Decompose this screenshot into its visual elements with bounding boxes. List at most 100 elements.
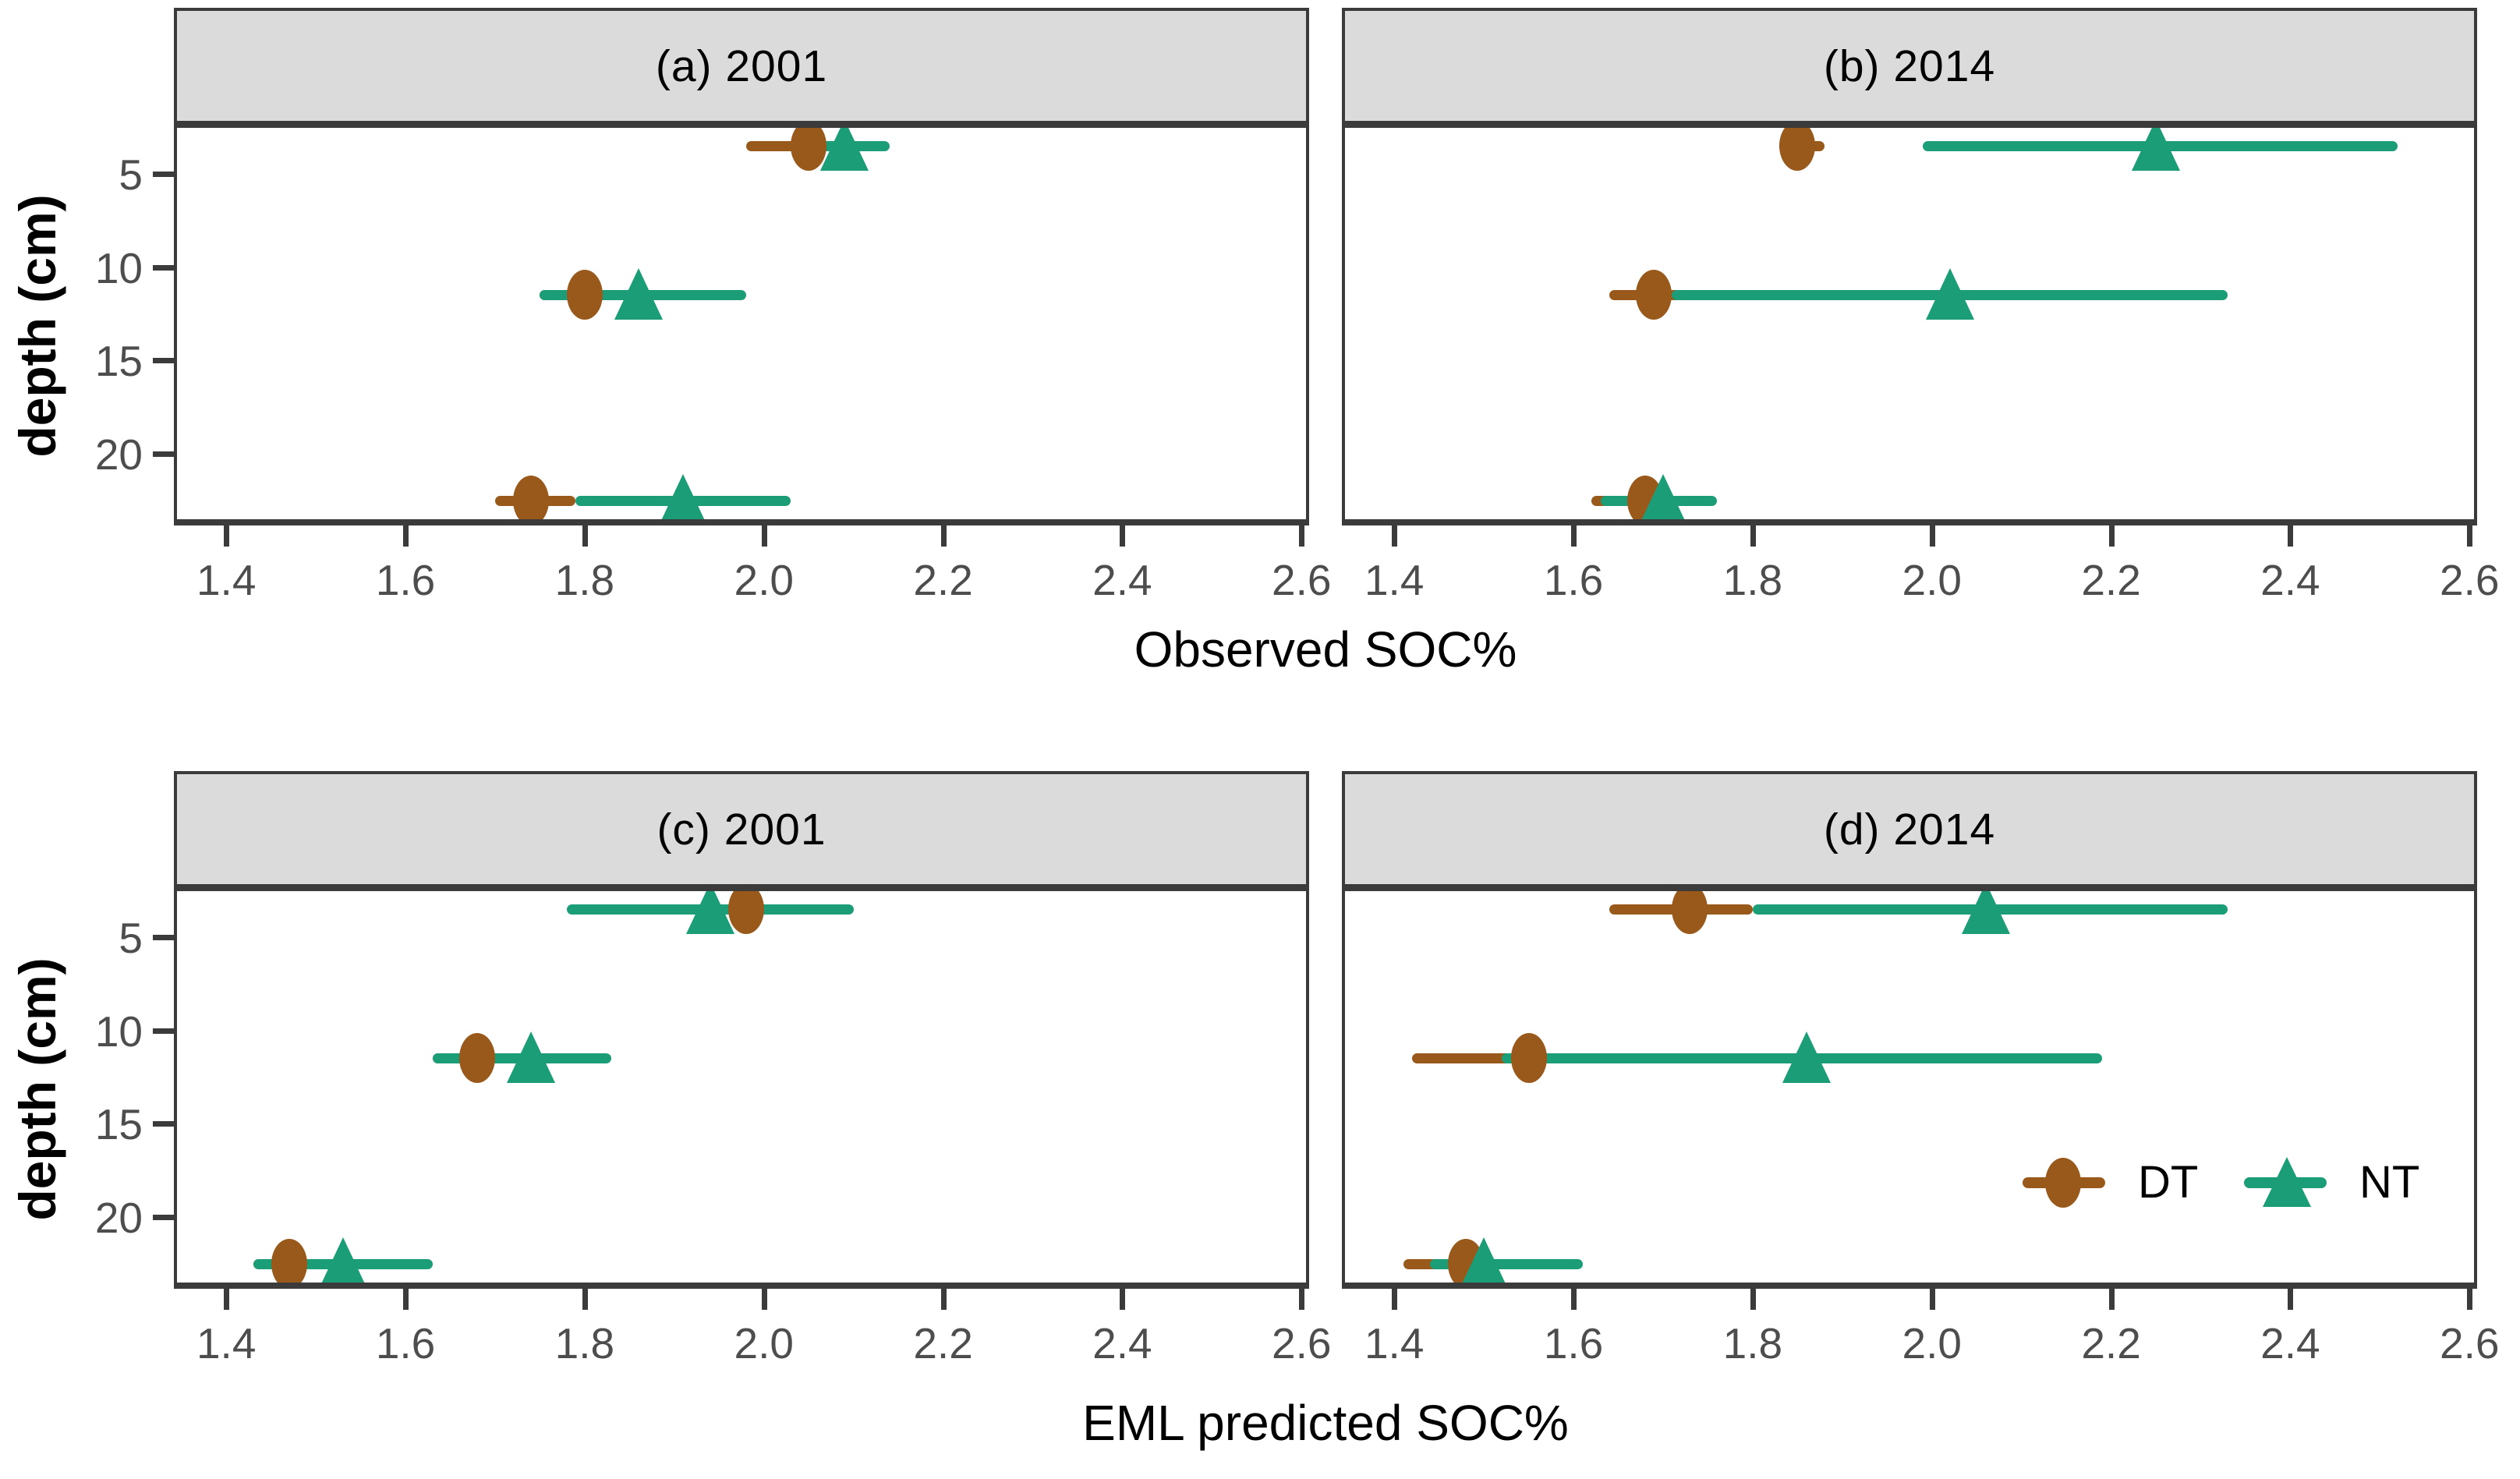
y-tick-mark: [153, 171, 174, 177]
strip-d: (d) 2014: [1345, 774, 2474, 891]
legend-nt-label: NT: [2359, 1157, 2420, 1208]
y-tick-mark: [153, 934, 174, 940]
strip-c: (c) 2001: [177, 774, 1306, 891]
y-tick-label: 20: [94, 430, 143, 479]
x-tick-mark: [2288, 1289, 2294, 1310]
legend-dt-circle-icon: [2045, 1158, 2081, 1208]
x-tick-mark: [582, 525, 588, 547]
y-tick-label: 15: [94, 1100, 143, 1149]
dt-circle-marker: [1779, 128, 1816, 171]
x-tick-mark: [1750, 525, 1756, 547]
x-tick-label: 2.2: [2081, 556, 2141, 604]
panel-c: (c) 2001: [174, 771, 1309, 1289]
dt-circle-marker: [271, 1239, 307, 1283]
x-tick-mark: [2467, 1289, 2473, 1310]
panel-a-title: (a) 2001: [655, 41, 828, 91]
dt-circle-marker: [1672, 891, 1708, 934]
x-tick-label: 2.4: [1092, 1319, 1152, 1368]
x-tick-label: 2.6: [2440, 556, 2500, 604]
x-tick-mark: [1929, 525, 1935, 547]
y-tick-label: 15: [94, 337, 143, 386]
x-tick-label: 1.6: [375, 556, 436, 604]
x-tick-mark: [1571, 525, 1577, 547]
x-tick-label: 1.4: [1364, 556, 1425, 604]
plot-area-c: [177, 891, 1306, 1283]
x-tick-mark: [1392, 1289, 1398, 1310]
x-tick-label: 2.6: [1272, 1319, 1332, 1368]
x-tick-mark: [1571, 1289, 1577, 1310]
nt-triangle-marker: [614, 268, 663, 320]
x-tick-label: 2.2: [913, 556, 973, 604]
nt-triangle-marker: [659, 474, 708, 519]
y-tick-mark: [153, 358, 174, 364]
y-tick-label: 10: [94, 1007, 143, 1056]
plot-area-b: [1345, 128, 2474, 519]
x-tick-label: 2.4: [2260, 1319, 2320, 1368]
x-tick-mark: [1299, 525, 1305, 547]
y-tick-mark: [153, 264, 174, 271]
x-tick-label: 1.8: [554, 556, 615, 604]
x-tick-mark: [2467, 525, 2473, 547]
x-tick-mark: [1929, 1289, 1935, 1310]
x-tick-mark: [403, 525, 409, 547]
y-tick-label: 10: [94, 243, 143, 292]
y-axis-title-bottom: depth (cm): [9, 957, 66, 1221]
dt-circle-marker: [512, 476, 549, 519]
x-tick-label: 2.0: [734, 556, 794, 604]
x-tick-label: 2.4: [1092, 556, 1152, 604]
y-tick-label: 20: [94, 1194, 143, 1243]
x-tick-mark: [761, 1289, 767, 1310]
x-tick-label: 1.4: [1364, 1319, 1425, 1368]
x-tick-label: 2.0: [1902, 556, 1962, 604]
nt-triangle-marker: [1782, 1031, 1831, 1084]
x-tick-label: 2.6: [2440, 1319, 2500, 1368]
nt-triangle-marker: [318, 1237, 367, 1283]
panel-d-title: (d) 2014: [1823, 804, 1996, 854]
x-tick-mark: [1392, 525, 1398, 547]
x-tick-mark: [2288, 525, 2294, 547]
y-tick-mark: [153, 451, 174, 458]
legend-nt-triangle-icon: [2263, 1157, 2311, 1207]
panel-b: (b) 2014: [1342, 8, 2477, 525]
x-tick-label: 1.6: [1543, 1319, 1604, 1368]
x-tick-mark: [940, 525, 947, 547]
y-tick-mark: [153, 1121, 174, 1127]
x-tick-mark: [940, 1289, 947, 1310]
panel-a: (a) 2001: [174, 8, 1309, 525]
y-tick-mark: [153, 1215, 174, 1221]
x-tick-label: 1.6: [375, 1319, 436, 1368]
x-tick-mark: [224, 525, 230, 547]
x-tick-label: 1.4: [196, 1319, 257, 1368]
nt-triangle-marker: [1925, 268, 1974, 320]
legend-dt-label: DT: [2138, 1157, 2199, 1208]
x-tick-mark: [761, 525, 767, 547]
dt-circle-marker: [458, 1033, 495, 1084]
x-tick-label: 1.6: [1543, 556, 1604, 604]
nt-triangle-marker: [1460, 1237, 1509, 1283]
dt-circle-marker: [1510, 1033, 1547, 1084]
nt-triangle-marker: [506, 1031, 555, 1084]
x-axis-title-bottom: EML predicted SOC%: [1082, 1395, 1569, 1451]
x-tick-label: 2.0: [1902, 1319, 1962, 1368]
x-tick-label: 2.0: [734, 1319, 794, 1368]
x-tick-label: 1.8: [1722, 556, 1783, 604]
x-axis-title-top: Observed SOC%: [1134, 621, 1517, 678]
panel-d: (d) 2014: [1342, 771, 2477, 1289]
nt-triangle-marker: [2132, 128, 2181, 171]
x-tick-label: 1.8: [1722, 1319, 1783, 1368]
y-axis-title-top: depth (cm): [9, 194, 66, 458]
plot-area-d: [1345, 891, 2474, 1283]
y-tick-label: 5: [119, 150, 143, 199]
plot-area-a: [177, 128, 1306, 519]
x-tick-mark: [2108, 1289, 2115, 1310]
x-tick-label: 1.8: [554, 1319, 615, 1368]
x-tick-mark: [403, 1289, 409, 1310]
panel-c-title: (c) 2001: [657, 804, 826, 854]
x-tick-mark: [224, 1289, 230, 1310]
x-tick-label: 2.2: [2081, 1319, 2141, 1368]
nt-triangle-marker: [1638, 474, 1687, 519]
dt-circle-marker: [1636, 270, 1672, 320]
nt-triangle-marker: [820, 128, 869, 171]
x-tick-label: 1.4: [196, 556, 257, 604]
